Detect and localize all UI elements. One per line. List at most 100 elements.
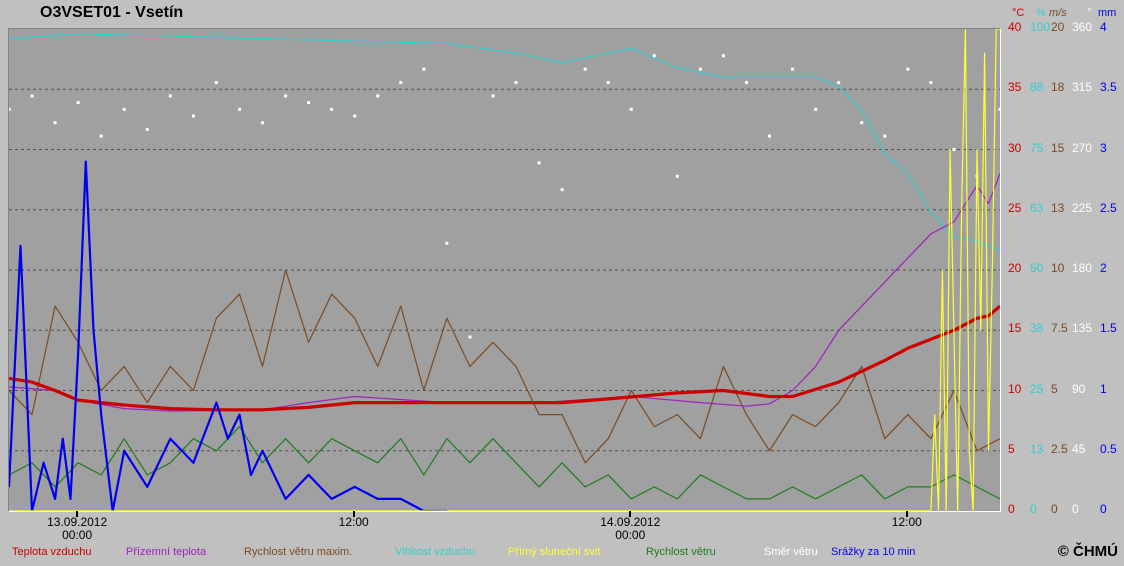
wind-direction-point: [675, 174, 679, 178]
wind-direction-point: [744, 81, 748, 85]
wind-direction-point: [814, 107, 818, 111]
wind-direction-point: [76, 101, 80, 105]
y-tick-precip: 2.5: [1100, 200, 1117, 215]
wind-direction-point: [652, 54, 656, 58]
y-tick-wind: 5: [1051, 381, 1058, 396]
wind-direction-point: [583, 67, 587, 71]
y-tick-wind: 13: [1051, 200, 1065, 215]
wind-direction-point: [860, 121, 864, 125]
legend-item-wind-direction: Směr větru: [764, 546, 818, 558]
legend-item-wind-gust: Rychlost větru maxim.: [244, 546, 353, 558]
x-tick-mark: [352, 511, 355, 517]
y-tick-temp: 0: [1008, 502, 1015, 516]
legend-item-ground-temperature: Přízemní teplota: [126, 546, 207, 558]
chart-title: O3VSET01 - Vsetín: [40, 4, 184, 21]
y-tick-precip: 0.5: [1100, 441, 1117, 456]
y-tick-direction: 315: [1072, 80, 1093, 95]
y-tick-humidity: 13: [1030, 441, 1044, 456]
direction-unit-label: °: [1087, 7, 1092, 19]
wind-direction-point: [445, 241, 449, 245]
series-line-ground-temperature: [9, 173, 1000, 412]
series-line-temperature: [9, 304, 1000, 412]
y-tick-wind: 18: [1051, 80, 1065, 95]
wind-direction-point: [491, 94, 495, 98]
wind-direction-point: [99, 134, 103, 138]
copyright-label: © ČHMÚ: [1057, 543, 1118, 560]
y-tick-humidity: 100: [1030, 20, 1051, 34]
y-tick-temp: 25: [1008, 200, 1022, 215]
wind-direction-point: [122, 107, 126, 111]
wind-direction-point: [353, 114, 357, 118]
series-line-wind-speed: [9, 426, 1000, 500]
wind-direction-point: [629, 107, 633, 111]
series-line-wind-gust: [9, 269, 1000, 464]
y-tick-precip: 1.5: [1100, 321, 1117, 336]
wind-direction-point: [53, 121, 57, 125]
wind-direction-point: [883, 134, 887, 138]
wind-direction-point: [145, 127, 149, 131]
y-tick-temp: 10: [1008, 381, 1022, 396]
wind-direction-point: [791, 67, 795, 71]
y-tick-direction: 90: [1072, 381, 1086, 396]
y-tick-humidity: 50: [1030, 261, 1044, 275]
y-tick-humidity: 38: [1030, 321, 1044, 336]
wind-direction-point: [399, 81, 403, 85]
y-tick-humidity: 75: [1030, 140, 1044, 155]
y-tick-precip: 3.5: [1100, 80, 1117, 95]
legend-item-wind-speed: Rychlost větru: [646, 546, 716, 558]
wind-direction-point: [284, 94, 288, 98]
wind-direction-point: [237, 107, 241, 111]
series-line-humidity: [9, 33, 1000, 252]
wind-direction-point: [261, 121, 265, 125]
x-tick-mark: [629, 511, 632, 517]
y-tick-humidity: 88: [1030, 80, 1044, 95]
x-tick-label: 14.09.2012 00:00: [600, 515, 661, 542]
precip-unit-label: mm: [1098, 7, 1117, 19]
y-tick-temp: 35: [1008, 80, 1022, 95]
y-tick-temp: 30: [1008, 140, 1022, 155]
y-tick-wind: 7.5: [1051, 321, 1068, 336]
wind-direction-point: [952, 148, 956, 151]
plot-area: [8, 28, 1001, 512]
series-line-precipitation: [9, 160, 447, 511]
wind-direction-point: [376, 94, 380, 98]
y-tick-humidity: 25: [1030, 381, 1044, 396]
wind-direction-point: [998, 107, 1000, 111]
wind-unit-label: m/s: [1049, 7, 1067, 19]
wind-direction-point: [768, 134, 772, 138]
y-tick-wind: 20: [1051, 20, 1065, 34]
legend-item-humidity: Vlhkost vzduchu: [395, 546, 476, 558]
y-tick-temp: 20: [1008, 261, 1022, 275]
x-tick-label: 12:00: [891, 515, 922, 529]
y-tick-precip: 0: [1100, 502, 1107, 516]
y-tick-wind: 0: [1051, 502, 1058, 516]
y-tick-direction: 360: [1072, 20, 1093, 34]
y-tick-direction: 45: [1072, 441, 1086, 456]
wind-direction-point: [468, 335, 472, 339]
wind-direction-point: [698, 67, 702, 71]
y-tick-direction: 180: [1072, 261, 1093, 275]
wind-direction-point: [906, 67, 910, 71]
wind-direction-point: [30, 94, 34, 98]
x-tick-label: 13.09.2012 00:00: [47, 515, 108, 542]
wind-direction-point: [9, 107, 11, 111]
wind-direction-point: [514, 81, 518, 85]
y-tick-temp: 40: [1008, 20, 1022, 34]
y-tick-direction: 0: [1072, 502, 1079, 516]
y-tick-direction: 270: [1072, 140, 1093, 155]
y-tick-precip: 1: [1100, 381, 1107, 396]
y-tick-temp: 15: [1008, 321, 1022, 336]
wind-direction-point: [537, 161, 541, 165]
wind-direction-point: [929, 81, 933, 85]
y-tick-precip: 2: [1100, 261, 1107, 275]
y-tick-precip: 4: [1100, 20, 1107, 34]
y-tick-wind: 2.5: [1051, 441, 1068, 456]
wind-direction-point: [422, 67, 426, 71]
legend-item-sunshine: Přímý sluneční svit: [508, 546, 601, 558]
wind-direction-point: [307, 101, 311, 105]
y-tick-temp: 5: [1008, 441, 1015, 456]
wind-direction-point: [837, 81, 841, 85]
legend-item-precipitation: Srážky za 10 min: [831, 546, 916, 558]
x-tick-mark: [76, 511, 79, 517]
x-tick-label: 12:00: [338, 515, 369, 529]
